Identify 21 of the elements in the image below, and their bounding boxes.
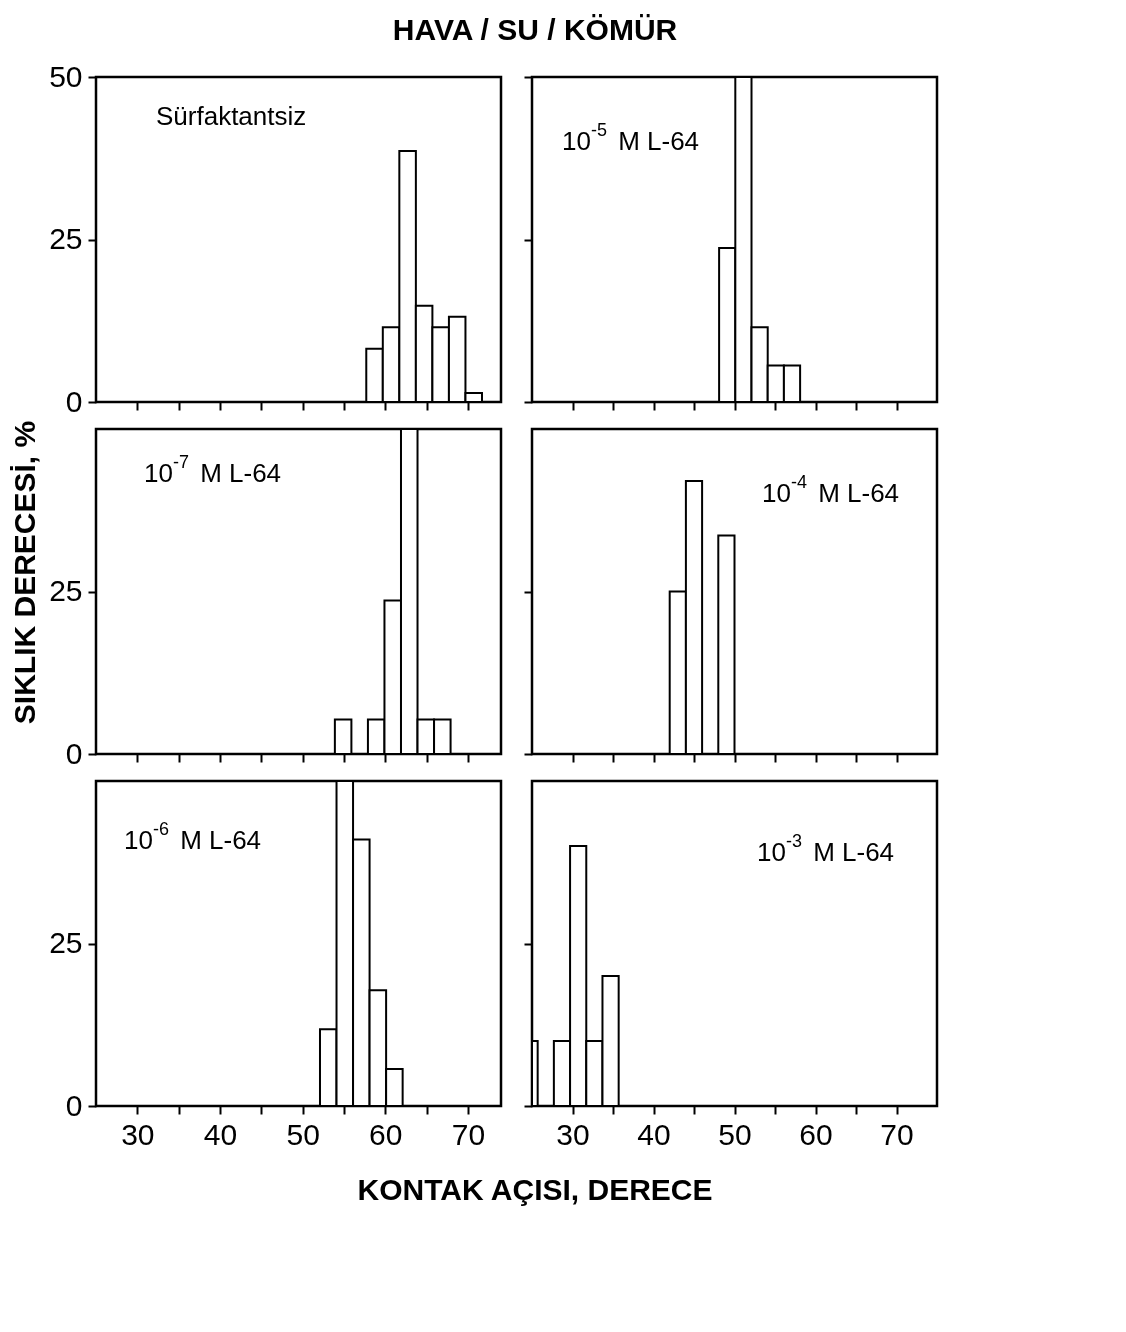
x-tick-label: 30 bbox=[556, 1117, 590, 1151]
x-tick-label: 40 bbox=[203, 1117, 238, 1151]
y-axis-title: SIKLIK DERECESİ, % bbox=[8, 420, 41, 725]
x-tick-label: 60 bbox=[799, 1117, 833, 1151]
x-tick-label: 50 bbox=[286, 1117, 320, 1151]
x-tick-label: 70 bbox=[880, 1117, 914, 1151]
y-tick-label: 25 bbox=[49, 574, 83, 607]
y-tick-label: 0 bbox=[65, 1088, 83, 1122]
x-tick-label: 30 bbox=[121, 1117, 155, 1151]
annotation: Sürfaktantsiz bbox=[156, 101, 307, 131]
y-tick-label: 50 bbox=[49, 59, 83, 93]
x-axis-title: KONTAK AÇISI, DERECE bbox=[357, 1173, 713, 1206]
x-tick-label: 60 bbox=[369, 1117, 403, 1151]
x-tick-label: 50 bbox=[718, 1117, 752, 1151]
chart-title: HAVA / SU / KÖMÜR bbox=[392, 13, 678, 46]
y-tick-label: 0 bbox=[65, 736, 83, 770]
x-tick-label: 40 bbox=[637, 1117, 671, 1151]
y-tick-label: 25 bbox=[49, 926, 83, 959]
y-tick-label: 25 bbox=[49, 222, 83, 255]
y-tick-label: 0 bbox=[65, 384, 83, 418]
x-tick-label: 70 bbox=[451, 1117, 486, 1151]
